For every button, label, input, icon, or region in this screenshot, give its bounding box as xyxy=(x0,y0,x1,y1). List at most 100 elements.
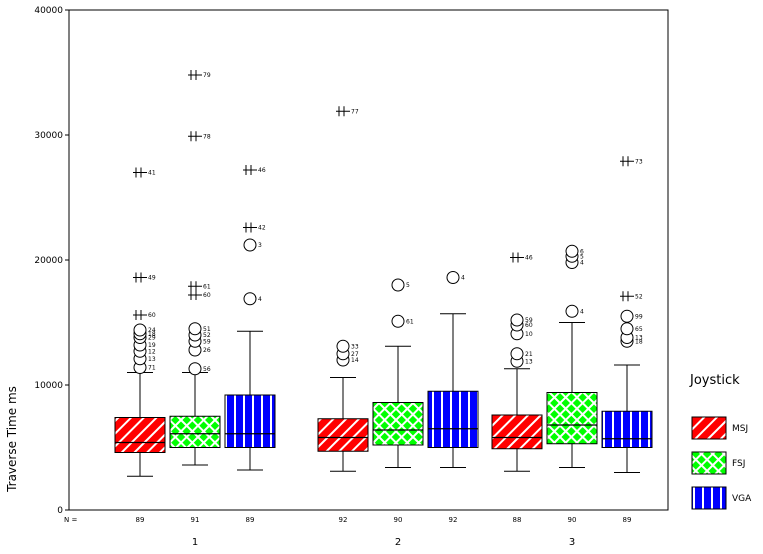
extreme-label: 42 xyxy=(258,225,266,232)
outlier-label: 4 xyxy=(461,275,465,282)
extreme-star xyxy=(336,106,350,117)
y-axis-title: Traverse Time ms xyxy=(5,386,19,493)
iqr-box xyxy=(224,394,276,448)
extreme-star xyxy=(188,290,202,300)
extreme-star xyxy=(243,165,257,175)
outlier-label: 59 xyxy=(203,338,211,345)
outlier-label: 51 xyxy=(203,326,211,333)
outlier-label: 33 xyxy=(351,343,359,350)
extreme-star xyxy=(620,156,634,167)
extreme-label: 79 xyxy=(203,72,211,79)
box-2-vga: 4 xyxy=(427,271,479,468)
y-tick-label: 20000 xyxy=(34,256,63,266)
outlier-label: 5 xyxy=(580,253,584,260)
outlier-circle xyxy=(446,271,460,284)
outlier-circle xyxy=(133,323,147,337)
extreme-star xyxy=(133,310,147,320)
outlier-circle xyxy=(336,339,350,353)
extreme-label: 41 xyxy=(148,170,156,177)
extreme-label: 60 xyxy=(148,312,156,319)
iqr-box xyxy=(317,418,369,452)
y-tick-label: 30000 xyxy=(34,131,63,141)
outlier-label: 56 xyxy=(203,366,211,373)
outlier-label: 59 xyxy=(525,317,533,324)
extreme-label: 60 xyxy=(203,292,211,299)
legend-swatch-fsj xyxy=(691,451,727,475)
extreme-star xyxy=(133,167,147,178)
outlier-label: 18 xyxy=(148,331,156,338)
n-label: 92 xyxy=(339,516,348,524)
outlier-label: 61 xyxy=(406,318,414,325)
extreme-star xyxy=(188,281,202,292)
outlier-label: 12 xyxy=(148,348,156,355)
extreme-label: 78 xyxy=(203,133,211,140)
legend-swatch-vga xyxy=(691,486,727,510)
outlier-label: 99 xyxy=(635,313,643,320)
outlier-label: 60 xyxy=(525,322,533,329)
legend-label: MSJ xyxy=(732,424,748,434)
outlier-circle xyxy=(620,322,634,336)
extreme-label: 73 xyxy=(635,158,643,165)
legend: Joystick MSJ FSJ VGA xyxy=(689,373,752,510)
outlier-circle xyxy=(510,313,524,327)
outlier-circle xyxy=(565,304,579,318)
outlier-circle xyxy=(391,278,405,292)
y-axis-ticks: 0 10000 20000 30000 40000 xyxy=(34,6,69,516)
n-label: 89 xyxy=(136,516,145,524)
extreme-label: 46 xyxy=(525,255,533,262)
iqr-box xyxy=(169,415,221,448)
extreme-label: 46 xyxy=(258,167,266,174)
box-2-fsj: 61 5 xyxy=(372,278,424,468)
y-tick-label: 10000 xyxy=(34,381,63,391)
legend-label: VGA xyxy=(732,494,752,504)
outlier-circle xyxy=(188,322,202,336)
outlier-label: 13 xyxy=(525,358,533,365)
outlier-circle xyxy=(565,244,579,258)
outlier-label: 71 xyxy=(148,365,156,372)
outlier-circle xyxy=(188,362,202,376)
n-label: 92 xyxy=(449,516,458,524)
category-label: 3 xyxy=(569,537,575,548)
outlier-label: 19 xyxy=(148,342,156,349)
category-label: 2 xyxy=(395,537,401,548)
n-label: 88 xyxy=(513,516,522,524)
outlier-label: 18 xyxy=(635,338,643,345)
y-tick-label: 0 xyxy=(57,506,63,516)
outlier-circle xyxy=(243,292,257,306)
iqr-box xyxy=(427,390,479,448)
outlier-label: 13 xyxy=(148,356,156,363)
outlier-label: 52 xyxy=(203,332,211,339)
outlier-label: 4 xyxy=(580,260,584,267)
outlier-circle xyxy=(243,238,257,252)
outlier-label: 21 xyxy=(525,351,533,358)
extreme-star xyxy=(188,131,202,142)
iqr-box xyxy=(546,392,598,445)
extreme-star xyxy=(510,252,524,263)
outlier-label: 3 xyxy=(258,242,262,249)
outlier-label: 24 xyxy=(148,327,156,334)
n-label: 90 xyxy=(394,516,403,524)
iqr-box xyxy=(372,402,424,446)
iqr-box xyxy=(491,414,543,450)
legend-swatch-msj xyxy=(691,416,727,440)
n-label: 90 xyxy=(568,516,577,524)
legend-label: FSJ xyxy=(732,459,745,469)
extreme-label: 49 xyxy=(148,275,156,282)
y-tick-label: 40000 xyxy=(34,6,63,16)
outlier-label: 14 xyxy=(351,357,359,364)
n-label: 89 xyxy=(623,516,632,524)
extreme-label: 77 xyxy=(351,108,359,115)
extreme-star xyxy=(133,272,147,283)
box-1-vga: 4 3 42 46 xyxy=(224,165,276,471)
outlier-label: 65 xyxy=(635,326,643,333)
outlier-label: 26 xyxy=(203,347,211,354)
outlier-label: 29 xyxy=(148,335,156,342)
outlier-label: 6 xyxy=(580,248,584,255)
outlier-label: 13 xyxy=(635,335,643,342)
